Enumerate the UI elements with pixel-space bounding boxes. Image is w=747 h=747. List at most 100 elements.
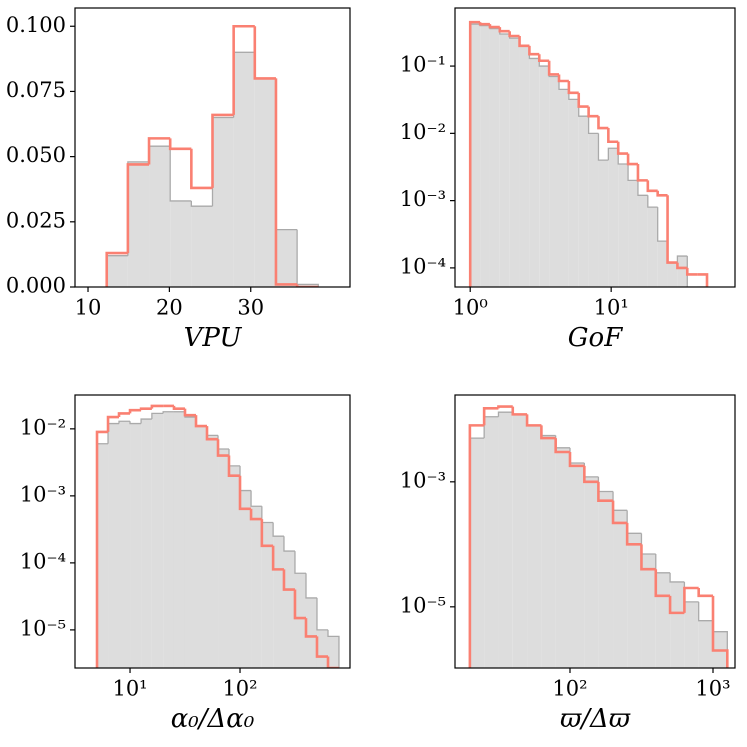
hist-bar (647, 207, 658, 287)
hist-bar (240, 490, 252, 668)
hist-bar (657, 241, 668, 287)
hist-bar (598, 491, 614, 668)
hist-bar (628, 180, 638, 287)
x-tick-label: 10³ (695, 677, 730, 701)
y-tick-label: 10⁻⁴ (20, 549, 66, 573)
hist-step (183, 408, 197, 417)
hist-bar (316, 629, 329, 668)
axes-frame (74, 394, 351, 669)
hist-bar (588, 133, 599, 287)
y-tick-label: 0.050 (6, 143, 66, 167)
x-tick-label: 10² (552, 677, 587, 701)
hist-step (105, 251, 128, 287)
hist-step (488, 24, 500, 29)
hist-step (637, 180, 648, 196)
hist-step (612, 491, 628, 511)
hist-bar (207, 435, 219, 668)
hist-step (547, 60, 560, 76)
hist-step (655, 554, 671, 574)
hist-step (656, 190, 668, 197)
hist-step (205, 426, 219, 441)
hist-bar (584, 476, 599, 668)
hist-bar (677, 256, 688, 287)
hist-step (261, 506, 274, 524)
hist-bar (149, 146, 171, 287)
panel: 10¹ 10² 10⁻² 10⁻³ 10⁻⁴ 10⁻⁵ α₀/Δα₀ (20, 394, 351, 734)
hist-step (587, 116, 599, 134)
hist-bar (608, 148, 619, 287)
axis-label: GoF (568, 323, 623, 353)
y-tick-label: 0.000 (6, 274, 66, 298)
y-tick-label: 10⁻³ (400, 187, 446, 211)
hist-step (172, 405, 185, 410)
hist-bar (275, 229, 298, 287)
hist-step (169, 146, 192, 202)
hist-step (150, 404, 164, 409)
hist-step (597, 481, 614, 502)
hist-bar (667, 262, 678, 287)
hist-bar (151, 413, 164, 668)
hist-step (239, 465, 252, 492)
hist-step (528, 45, 540, 60)
hist-bar (489, 28, 500, 287)
hist-step (295, 284, 319, 287)
hist-step (139, 407, 152, 411)
hist-bar (106, 255, 128, 287)
hist-bar (627, 533, 642, 668)
hist-bar (469, 438, 485, 668)
hist-step (697, 273, 709, 287)
hist-step (249, 508, 262, 521)
hist-bar (641, 554, 656, 668)
hist-step (254, 52, 276, 80)
hist-step (106, 415, 120, 432)
x-tick-label: 20 (156, 296, 183, 320)
hist-step (625, 522, 642, 546)
hist-step (567, 81, 579, 95)
hist-step (666, 195, 678, 264)
hist-step (568, 452, 585, 468)
hist-step (569, 447, 585, 464)
hist-step (140, 418, 152, 424)
hist-bar (294, 573, 306, 668)
hist-step (151, 412, 164, 420)
hist-step (568, 89, 579, 101)
hist-bar (549, 76, 560, 287)
hist-step (626, 510, 642, 534)
hist-step (657, 207, 668, 242)
hist-step (129, 421, 142, 425)
y-tick-label: 10⁻¹ (400, 53, 446, 77)
hist-step (626, 153, 638, 166)
hist-bar (297, 284, 319, 287)
hist-step (647, 195, 658, 208)
hist-bar (470, 24, 481, 287)
hist-step (577, 92, 589, 108)
hist-bar (578, 116, 589, 287)
hist-bar (328, 636, 339, 668)
hist-bar (569, 463, 585, 668)
hist-bar (273, 536, 284, 668)
hist-step (293, 589, 306, 620)
hist-step (316, 597, 329, 631)
hist-step (206, 426, 219, 436)
hist-bar (499, 33, 510, 287)
hist-step (555, 435, 570, 449)
hist-bar (484, 416, 499, 668)
hist-bar (541, 435, 556, 668)
hist-bar (684, 601, 699, 668)
hist-step (327, 629, 340, 668)
plot-area (95, 404, 340, 668)
hist-bar (519, 45, 530, 287)
hist-bar (251, 506, 262, 668)
hist-step (597, 133, 609, 161)
hist-step (518, 35, 530, 48)
hist-bar (512, 414, 528, 668)
hist-bar (119, 421, 131, 668)
axes-frame (454, 394, 736, 669)
hist-bar (305, 597, 317, 668)
hist-step (683, 581, 699, 603)
hist-bar (170, 200, 192, 287)
hist-bar (618, 164, 629, 287)
hist-step (253, 26, 276, 80)
hist-step (540, 425, 556, 440)
